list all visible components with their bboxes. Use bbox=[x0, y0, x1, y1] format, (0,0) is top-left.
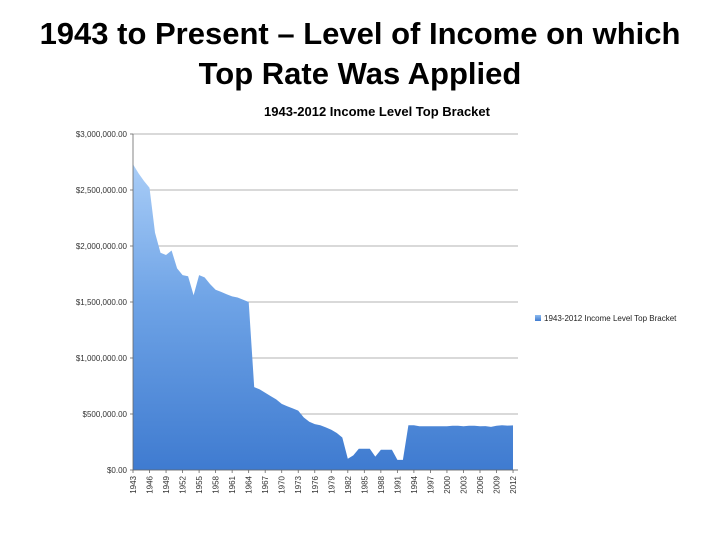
axes bbox=[132, 134, 518, 471]
x-tick-label: 1946 bbox=[146, 475, 155, 493]
x-tick-label: 2000 bbox=[443, 475, 452, 493]
y-tick-label: $2,500,000.00 bbox=[76, 186, 128, 195]
y-tick-label: $0.00 bbox=[107, 466, 128, 475]
x-tick-label: 1997 bbox=[426, 475, 435, 493]
x-tick-label: 1991 bbox=[393, 475, 402, 493]
x-tick-label: 2009 bbox=[493, 475, 502, 493]
y-tick-label: $500,000.00 bbox=[83, 410, 128, 419]
x-tick-label: 2012 bbox=[509, 475, 518, 493]
x-tick-label: 2003 bbox=[460, 475, 469, 493]
y-tick-label: $1,000,000.00 bbox=[76, 354, 128, 363]
x-tick-label: 1967 bbox=[261, 475, 270, 493]
x-tick-label: 1949 bbox=[162, 475, 171, 493]
chart-title: 1943-2012 Income Level Top Bracket bbox=[264, 104, 490, 119]
x-tick-label: 1952 bbox=[179, 475, 188, 493]
slide-title-line-2: Top Rate Was Applied bbox=[198, 56, 522, 91]
y-axis-ticks: $0.00 $500,000.00 $1,000,000.00 $1,500,000.… bbox=[76, 130, 128, 475]
series-area bbox=[133, 164, 513, 470]
legend-swatch bbox=[535, 315, 541, 321]
x-tick-label: 1961 bbox=[228, 475, 237, 493]
x-tick-label: 1958 bbox=[212, 475, 221, 493]
x-tick-label: 1979 bbox=[327, 475, 336, 493]
y-tick-label: $1,500,000.00 bbox=[76, 298, 128, 307]
x-axis-ticks: 1943 1946 1949 1952 1955 1958 1961 1964 1967 1970… bbox=[129, 470, 518, 494]
slide-title: 1943 to Present – Level of Income on whi… bbox=[0, 14, 720, 94]
x-tick-label: 1988 bbox=[377, 475, 386, 493]
x-tick-label: 1973 bbox=[294, 475, 303, 493]
series-area-path bbox=[133, 164, 513, 470]
legend-label: 1943-2012 Income Level Top Bracket bbox=[544, 314, 677, 323]
x-tick-label: 1955 bbox=[195, 475, 204, 493]
x-tick-label: 1964 bbox=[245, 475, 254, 493]
x-tick-label: 1985 bbox=[360, 475, 369, 493]
x-tick-label: 2006 bbox=[476, 475, 485, 493]
x-tick-label: 1943 bbox=[129, 475, 138, 493]
x-tick-label: 1982 bbox=[344, 475, 353, 493]
x-tick-label: 1994 bbox=[410, 475, 419, 493]
y-tick-label: $3,000,000.00 bbox=[76, 130, 128, 139]
x-tick-label: 1970 bbox=[278, 475, 287, 493]
slide-title-line-1: 1943 to Present – Level of Income on whi… bbox=[39, 16, 681, 51]
y-tick-label: $2,000,000.00 bbox=[76, 242, 128, 251]
legend: 1943-2012 Income Level Top Bracket bbox=[535, 314, 677, 323]
x-tick-label: 1976 bbox=[311, 475, 320, 493]
